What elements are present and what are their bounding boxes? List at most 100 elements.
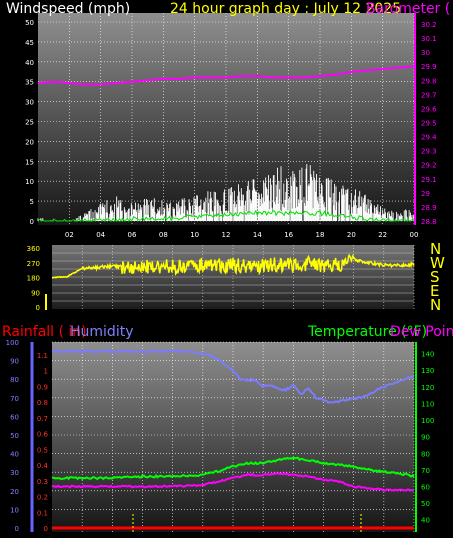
temperature-label: Temperature (°F) [307, 324, 427, 340]
humidity-label: Humidity [70, 324, 133, 340]
wind-tick-label: 40 [25, 59, 34, 67]
barometer-tick-label: 29.6 [421, 105, 437, 113]
wind-tick-label: 30 [25, 99, 34, 107]
direction-tick-label: 90 [31, 289, 40, 297]
barometer-label: Barometer ( [366, 1, 450, 17]
temperature-tick-label: 100 [421, 417, 434, 425]
humidity-tick-label: 80 [10, 376, 19, 384]
humidity-line [51, 348, 415, 404]
humidity-y-axis: 0 10 20 30 40 50 60 70 80 90 100 [6, 339, 19, 533]
time-tick-label: 20 [347, 231, 356, 239]
time-tick-label: 10 [190, 231, 199, 239]
barometer-tick-label: 29.8 [421, 77, 437, 85]
direction-y-axis: 360 270 180 90 0 [27, 245, 40, 312]
rain-tick-label: 1.1 [37, 352, 48, 360]
temperature-line [51, 456, 415, 481]
humidity-tick-label: 40 [10, 451, 19, 459]
time-tick-label: 12 [222, 231, 231, 239]
time-tick-label: 22 [378, 231, 387, 239]
barometer-tick-label: 30.2 [421, 21, 437, 29]
barometer-tick-label: 30 [421, 49, 430, 57]
barometer-tick-label: 28.8 [421, 218, 437, 226]
temperature-y-axis: 40 50 60 70 80 90 100 110 120 130 140 [421, 351, 434, 525]
temperature-tick-label: 40 [421, 517, 430, 525]
wind-tick-label: 25 [25, 119, 34, 127]
wind-tick-label: 20 [25, 138, 34, 146]
rain-tick-label: 0.5 [37, 446, 48, 454]
temperature-tick-label: 50 [421, 500, 430, 508]
barometer-tick-label: 29 [421, 190, 430, 198]
humidity-tick-label: 10 [10, 506, 19, 514]
rain-y-axis: 0 0.1 0.2 0.3 0.4 0.5 0.6 0.7 0.8 0.9 1 1.1 [37, 352, 49, 533]
wind-tick-label: 0 [30, 218, 34, 226]
time-tick-label: 14 [253, 231, 262, 239]
humidity-panel-bg [52, 342, 414, 532]
time-tick-label: 08 [159, 231, 168, 239]
humidity-panel-grid [52, 341, 415, 532]
compass-label: S [430, 268, 440, 286]
barometer-tick-label: 29.1 [421, 176, 437, 184]
rain-tick-label: 0.6 [37, 431, 49, 439]
time-tick-label: 02 [65, 231, 74, 239]
direction-tick-label: 360 [27, 245, 40, 253]
dewpoint-line [51, 471, 415, 492]
humidity-tick-label: 100 [6, 339, 19, 347]
time-tick-label: 16 [284, 231, 293, 239]
temperature-tick-label: 80 [421, 450, 430, 458]
barometer-tick-label: 29.9 [421, 63, 437, 71]
temperature-tick-label: 140 [421, 351, 434, 359]
temperature-tick-label: 130 [421, 367, 434, 375]
direction-tick-label: 180 [27, 275, 40, 283]
barometer-tick-label: 28.9 [421, 204, 437, 212]
barometer-tick-label: 29.2 [421, 162, 437, 170]
direction-tick-label: 0 [36, 304, 40, 312]
rainfall-label: Rainfall ( in) [2, 324, 87, 340]
humidity-tick-label: 90 [10, 358, 19, 366]
wind-y-axis: 0 5 10 15 20 25 30 35 40 45 50 [25, 19, 34, 226]
compass-label: N [430, 240, 441, 258]
time-tick-label: 18 [316, 231, 325, 239]
rain-tick-label: 0.2 [37, 494, 48, 502]
wind-tick-label: 35 [25, 79, 34, 87]
rain-tick-label: 0 [44, 525, 48, 533]
time-tick-label: 00 [410, 231, 419, 239]
wind-direction-line [51, 253, 415, 279]
humidity-tick-label: 30 [10, 469, 19, 477]
graph-title: 24 hour graph day : July 12 2025 [170, 1, 401, 17]
time-axis: 02 04 06 08 10 12 14 16 18 20 22 00 [65, 231, 419, 239]
rain-tick-label: 0.4 [37, 462, 49, 470]
wind-average-line [38, 209, 415, 223]
wind-tick-label: 10 [25, 178, 34, 186]
barometer-y-axis: 28.8 28.9 29 29.1 29.2 29.3 29.4 29.5 29.6 29.7 29… [421, 21, 437, 226]
time-tick-label: 04 [96, 231, 105, 239]
compass-label: E [430, 282, 439, 300]
compass-label: N [430, 296, 441, 314]
rain-tick-label: 0.9 [37, 383, 48, 391]
temperature-tick-label: 120 [421, 384, 434, 392]
temperature-tick-label: 60 [421, 483, 430, 491]
barometer-tick-label: 29.7 [421, 91, 437, 99]
rain-tick-label: 0.1 [37, 509, 48, 517]
humidity-tick-label: 50 [10, 432, 19, 440]
rain-tick-label: 0.3 [37, 478, 48, 486]
temperature-tick-label: 90 [421, 434, 430, 442]
barometer-tick-label: 29.3 [421, 148, 437, 156]
windspeed-label: Windspeed (mph) [6, 1, 130, 17]
humidity-tick-label: 70 [10, 395, 19, 403]
dewpoint-label: Dew Point [390, 324, 453, 340]
compass-label: W [430, 254, 445, 272]
humidity-tick-label: 0 [15, 525, 19, 533]
direction-tick-label: 270 [27, 260, 40, 268]
humidity-tick-label: 60 [10, 413, 19, 421]
wind-panel-grid [38, 13, 415, 225]
temperature-tick-label: 70 [421, 467, 430, 475]
barometer-tick-label: 29.5 [421, 120, 437, 128]
barometer-tick-label: 30.1 [421, 35, 437, 43]
wind-tick-label: 45 [25, 39, 34, 47]
wind-tick-label: 5 [30, 198, 34, 206]
time-tick-label: 06 [128, 231, 137, 239]
direction-panel-grid [52, 245, 415, 309]
humidity-tick-label: 20 [10, 488, 19, 496]
